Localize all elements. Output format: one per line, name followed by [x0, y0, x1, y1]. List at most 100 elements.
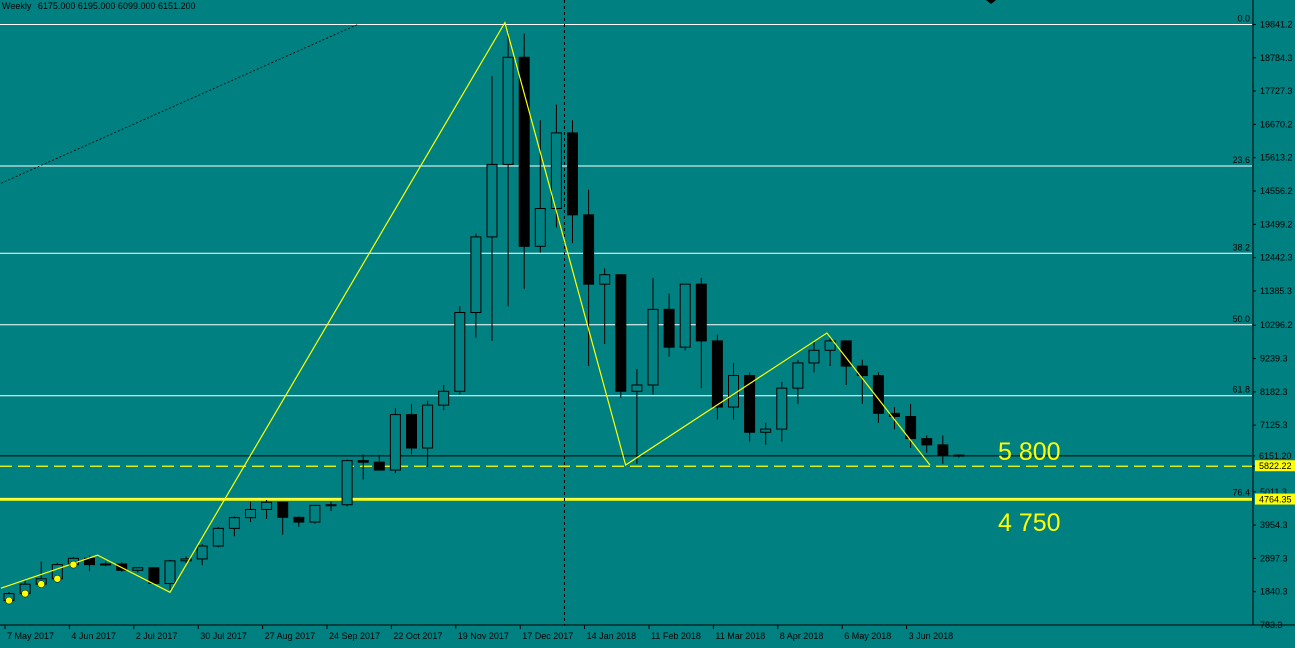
bull-candle[interactable]	[679, 283, 691, 348]
price-axis-label: 3954.3	[1260, 520, 1288, 530]
signal-marker	[37, 580, 45, 588]
time-axis-label: 11 Feb 2018	[651, 631, 701, 641]
price-axis-label: 17727.3	[1260, 86, 1293, 96]
bear-candle[interactable]	[663, 308, 675, 348]
support-solid-price-label: 4764.35	[1259, 495, 1292, 505]
bull-candle[interactable]	[599, 274, 611, 285]
price-axis-label: 16670.2	[1260, 119, 1293, 129]
bull-candle[interactable]	[776, 387, 788, 430]
price-axis-label: 8182.3	[1260, 387, 1288, 397]
bear-candle[interactable]	[921, 438, 933, 446]
bull-candle[interactable]	[534, 208, 546, 247]
fib-level-label: 76.4	[1232, 487, 1250, 497]
price-axis-label: 1840.3	[1260, 587, 1288, 597]
bear-candle[interactable]	[695, 283, 707, 342]
time-axis-label: 8 Apr 2018	[780, 631, 824, 641]
time-axis-label: 4 Jun 2017	[71, 631, 116, 641]
bear-candle[interactable]	[583, 214, 595, 285]
time-axis-label: 27 Aug 2017	[265, 631, 316, 641]
bull-candle[interactable]	[261, 501, 273, 510]
time-axis-label: 22 Oct 2017	[393, 631, 442, 641]
bull-candle[interactable]	[808, 349, 820, 364]
bull-candle[interactable]	[631, 384, 643, 392]
bull-candle[interactable]	[502, 56, 514, 165]
bear-candle[interactable]	[277, 501, 289, 518]
bull-candle[interactable]	[470, 236, 482, 314]
signal-marker	[5, 596, 13, 605]
bull-candle[interactable]	[196, 545, 208, 560]
zigzag-line	[0, 21, 931, 594]
bear-candle[interactable]	[889, 412, 900, 417]
price-axis-label: 2897.3	[1260, 553, 1288, 563]
price-axis-label: 783.3	[1260, 620, 1283, 630]
arrow-marker-icon	[986, 0, 996, 4]
bull-candle[interactable]	[792, 362, 804, 389]
bull-candle[interactable]	[228, 517, 240, 529]
bull-candle[interactable]	[550, 132, 562, 210]
bear-candle[interactable]	[406, 414, 417, 449]
trendline	[0, 23, 359, 184]
current-price-label-box	[1255, 449, 1295, 461]
price-axis-label: 12442.3	[1260, 253, 1293, 263]
bull-candle[interactable]	[389, 414, 401, 471]
bear-candle[interactable]	[840, 340, 852, 367]
bull-candle[interactable]	[422, 404, 434, 449]
bull-candle[interactable]	[100, 563, 112, 566]
price-axis-label: 9239.3	[1260, 354, 1288, 364]
bull-candle[interactable]	[454, 312, 466, 392]
bear-candle[interactable]	[567, 132, 578, 216]
bull-candle[interactable]	[309, 504, 321, 523]
bear-candle[interactable]	[148, 567, 160, 585]
bull-candle[interactable]	[180, 558, 192, 562]
bull-candle[interactable]	[760, 428, 772, 433]
fib-level-label: 50.0	[1232, 314, 1250, 324]
bull-candle[interactable]	[245, 508, 256, 519]
bear-candle[interactable]	[937, 444, 949, 456]
fib-level-label: 23.6	[1232, 155, 1250, 165]
signal-marker	[53, 575, 62, 583]
time-axis-label: 24 Sep 2017	[329, 631, 380, 641]
support-dashed-price-label-box	[1255, 460, 1295, 472]
current-price-label: 6151.20	[1259, 451, 1292, 461]
price-axis-label: 14556.2	[1260, 186, 1293, 196]
fib-level-label: 0.0	[1237, 13, 1250, 23]
bull-candle[interactable]	[438, 390, 450, 406]
bear-candle[interactable]	[711, 340, 723, 408]
bull-candle[interactable]	[164, 560, 176, 585]
bear-candle[interactable]	[293, 516, 305, 523]
time-axis-label: 2 Jul 2017	[136, 631, 178, 641]
level-annotation-high: 5 800	[998, 438, 1061, 466]
bull-candle[interactable]	[824, 340, 836, 351]
bear-candle[interactable]	[744, 375, 756, 433]
bear-candle[interactable]	[953, 454, 965, 457]
price-axis-label: 10296.2	[1260, 320, 1293, 330]
level-annotation-low: 4 750	[998, 509, 1061, 537]
bull-candle[interactable]	[486, 163, 498, 238]
price-axis-label: 5011.3	[1260, 487, 1287, 497]
bear-candle[interactable]	[615, 274, 627, 392]
bear-candle[interactable]	[905, 415, 917, 440]
signal-marker	[21, 589, 29, 598]
bear-candle[interactable]	[856, 365, 868, 377]
time-axis-label: 19 Nov 2017	[458, 631, 509, 641]
price-axis-label: 13499.2	[1260, 219, 1293, 229]
bear-candle[interactable]	[357, 460, 369, 463]
time-axis-label: 7 May 2017	[7, 631, 54, 641]
time-axis-label: 6 May 2018	[844, 631, 891, 641]
ohlc-readout: 6175.000 6195.000 6099.000 6151.200	[37, 1, 196, 11]
bull-candle[interactable]	[132, 567, 144, 571]
support-solid-price-label-box	[1255, 493, 1295, 505]
price-axis-label: 11385.3	[1260, 286, 1292, 296]
bull-candle[interactable]	[325, 504, 337, 507]
bull-candle[interactable]	[212, 527, 224, 547]
bear-candle[interactable]	[518, 56, 530, 247]
bull-candle[interactable]	[647, 308, 659, 386]
price-axis-label: 19841.2	[1260, 19, 1293, 29]
bear-candle[interactable]	[872, 375, 884, 414]
bull-candle[interactable]	[341, 460, 353, 506]
signal-marker	[69, 560, 78, 569]
bear-candle[interactable]	[373, 461, 385, 471]
time-axis-label: 14 Jan 2018	[587, 631, 637, 641]
